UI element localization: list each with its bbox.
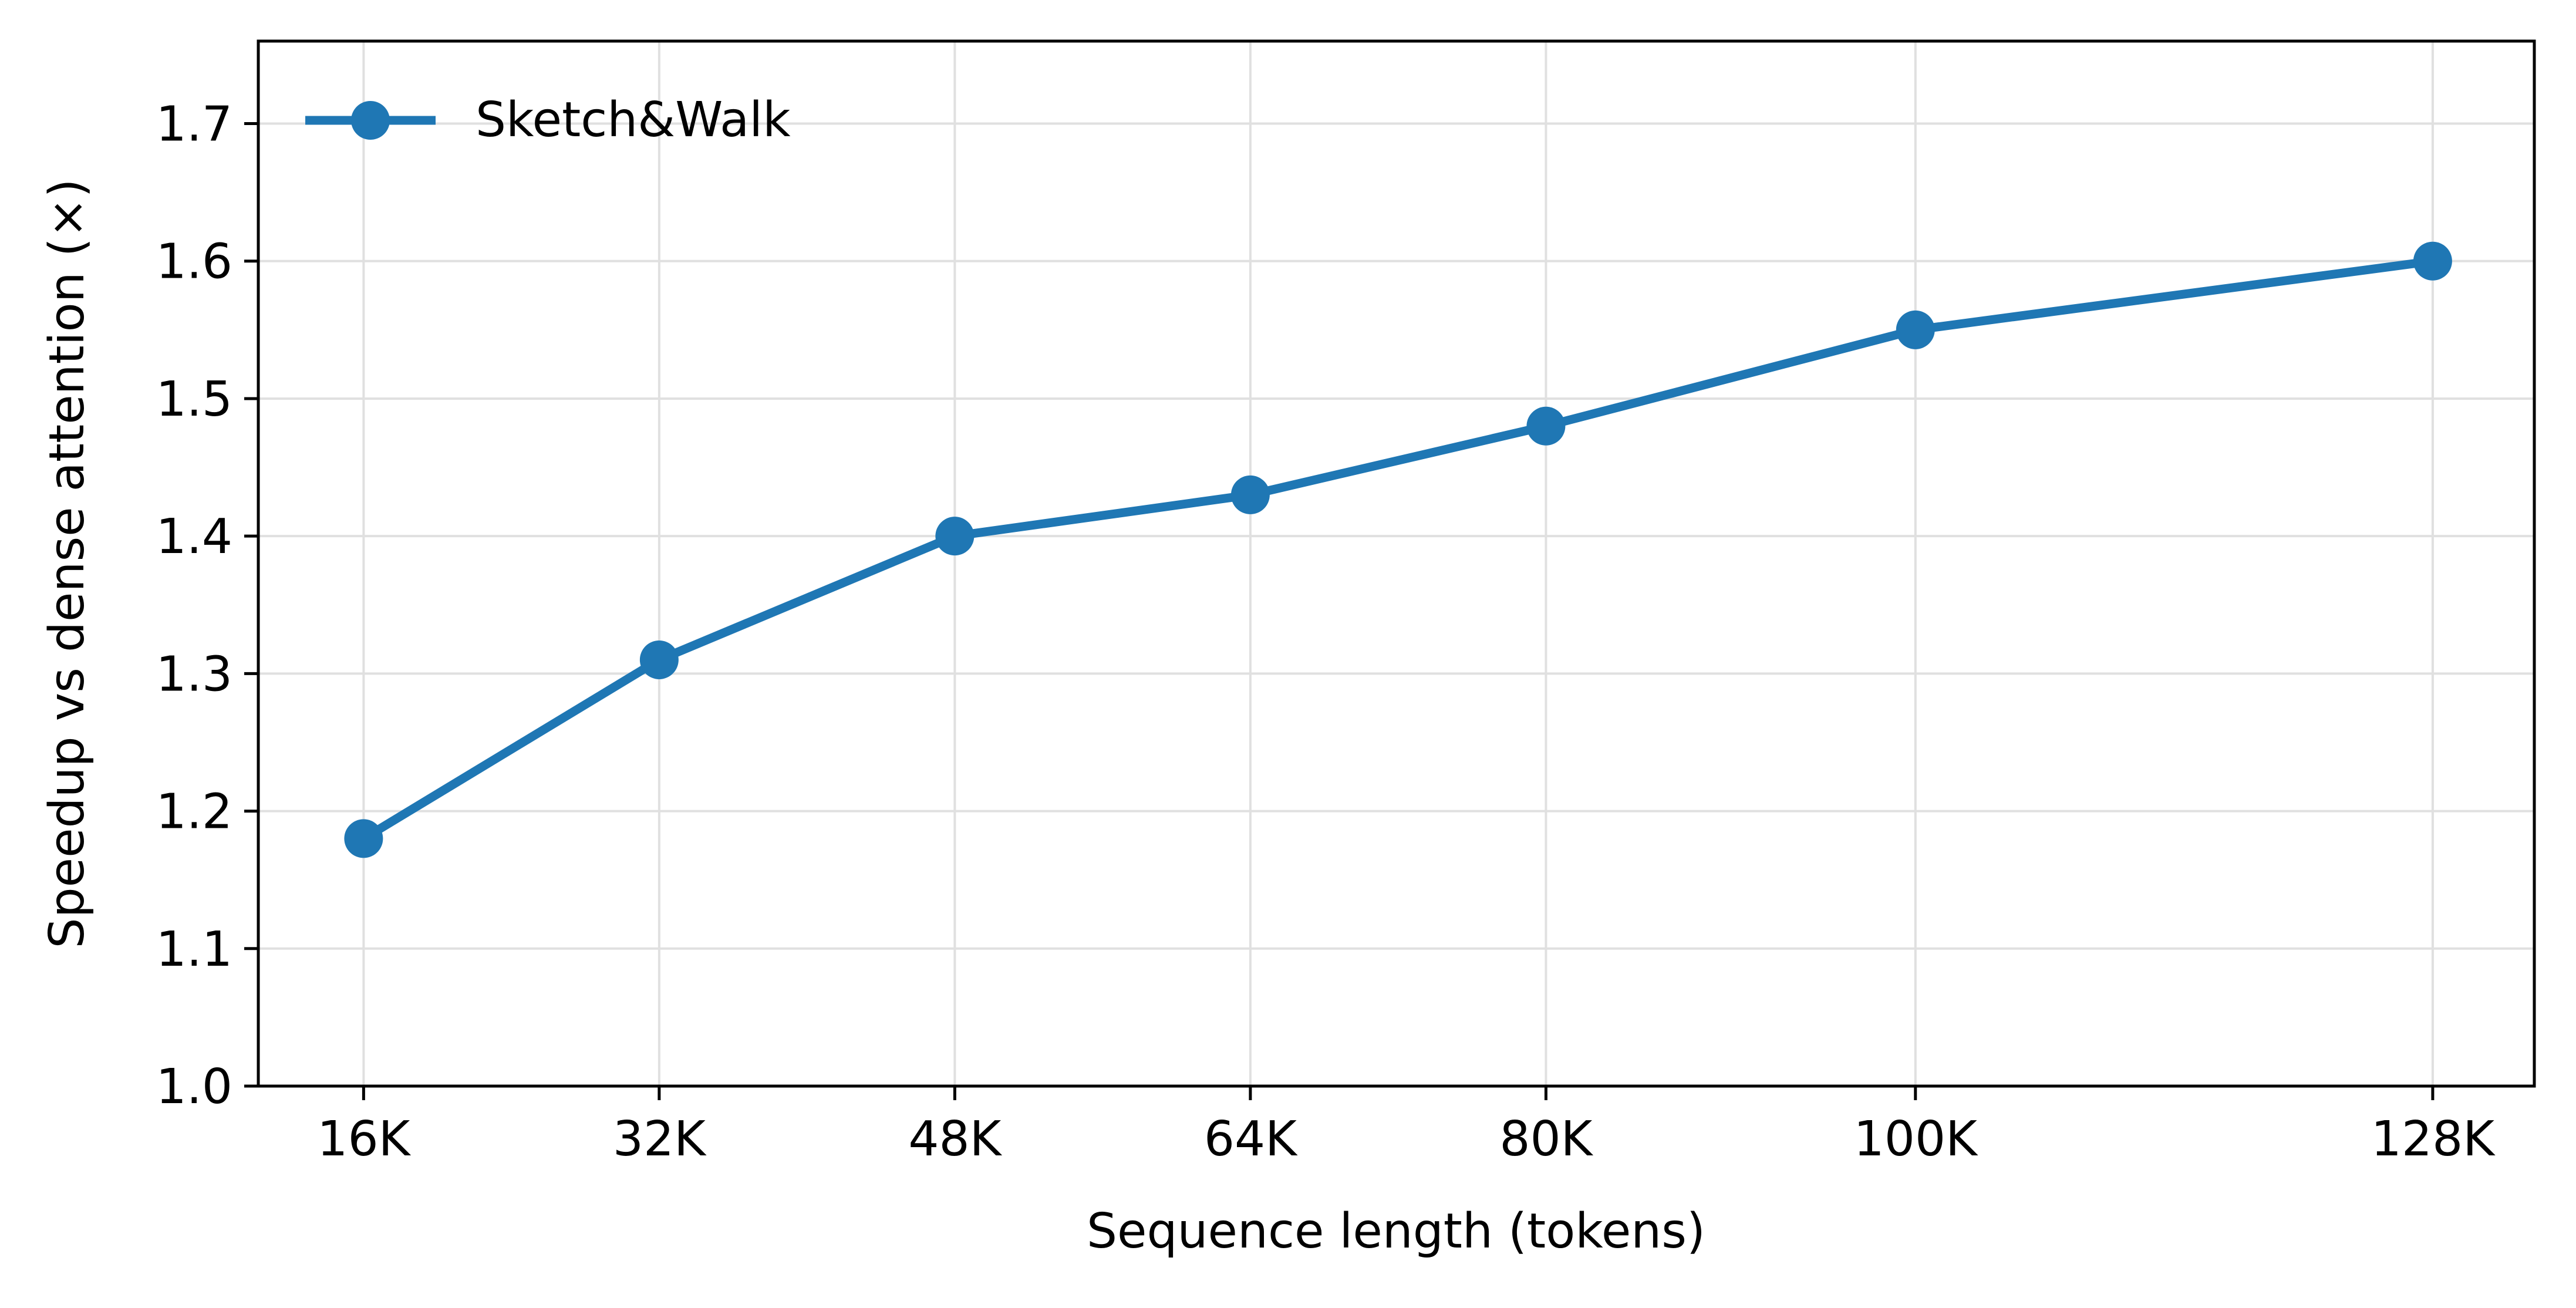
data-point xyxy=(2413,241,2452,281)
series-layer xyxy=(344,241,2452,858)
x-tick-label: 100K xyxy=(1854,1111,1979,1167)
y-axis-label: Speedup vs dense attention (×) xyxy=(39,179,95,949)
data-point xyxy=(1230,475,1270,514)
plot-frame xyxy=(257,39,2536,1088)
series-line-sketch-walk xyxy=(359,257,2437,843)
y-tick-label: 1.3 xyxy=(156,646,232,702)
y-tick-label: 1.5 xyxy=(156,372,232,427)
data-point xyxy=(1896,310,1935,349)
y-tick-label: 1.4 xyxy=(156,509,232,565)
x-tick-label: 64K xyxy=(1204,1111,1298,1167)
legend: Sketch&Walk xyxy=(305,92,791,148)
x-axis-label: Sequence length (tokens) xyxy=(1087,1204,1705,1259)
data-point xyxy=(344,819,383,858)
y-tick-label: 1.7 xyxy=(156,97,232,153)
y-tick-label: 1.0 xyxy=(156,1059,232,1115)
y-tick-label: 1.1 xyxy=(156,922,232,977)
y-axis: 1.0 1.1 1.2 1.3 1.4 1.5 1.6 1.7 xyxy=(156,97,258,1115)
x-tick-label: 80K xyxy=(1499,1111,1593,1167)
x-tick-label: 32K xyxy=(613,1111,707,1167)
y-tick-label: 1.2 xyxy=(156,784,232,840)
grid xyxy=(258,41,2534,1087)
x-axis: 16K 32K 48K 64K 80K 100K 128K xyxy=(317,1086,2496,1167)
legend-label-sketch-walk: Sketch&Walk xyxy=(476,92,791,148)
data-point xyxy=(1526,406,1566,446)
x-tick-label: 128K xyxy=(2371,1111,2496,1167)
legend-marker-sketch-walk xyxy=(351,101,390,140)
data-point xyxy=(639,640,679,679)
x-tick-label: 16K xyxy=(317,1111,411,1167)
x-tick-label: 48K xyxy=(908,1111,1002,1167)
data-point xyxy=(935,517,975,556)
y-tick-label: 1.6 xyxy=(156,234,232,290)
